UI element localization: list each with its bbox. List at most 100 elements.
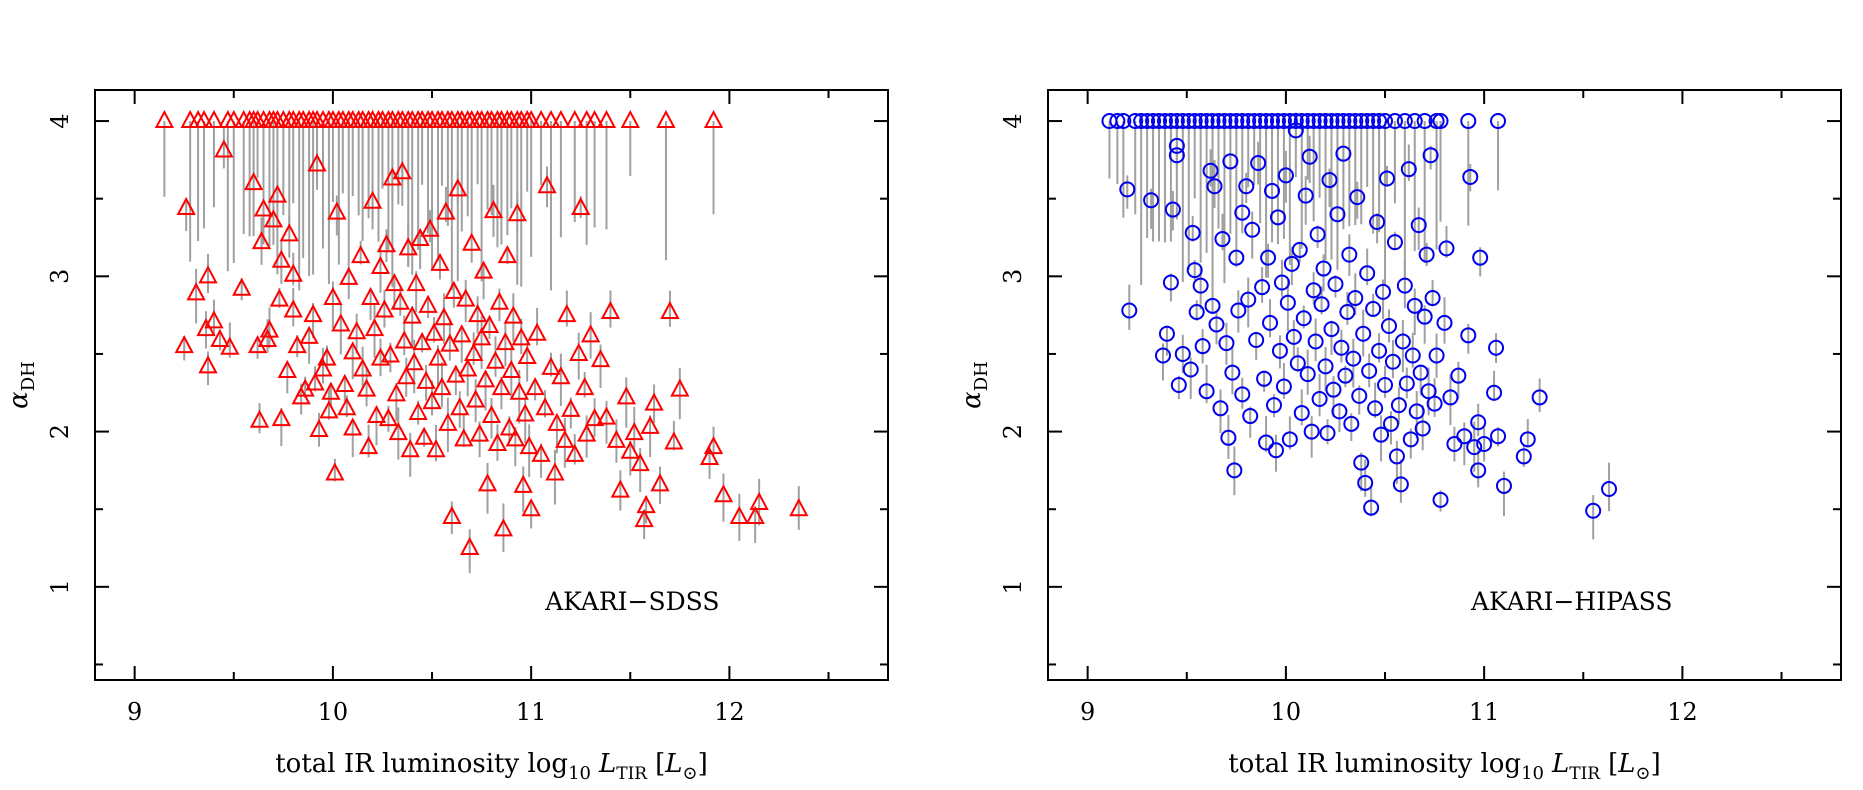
data-point [214,139,234,158]
data-point [1252,113,1269,130]
data-point [463,342,484,361]
data-point [1271,342,1288,359]
data-point [1291,241,1308,258]
y-tick-label: 1 [46,579,74,594]
data-point [1438,240,1455,257]
data-point [547,412,567,431]
data-point [224,109,244,129]
data-point [664,431,684,450]
data-point [1303,423,1320,440]
x-title-sun-sub: ⊙ [683,763,698,784]
data-point [414,426,434,445]
data-point [545,462,565,481]
data-point [232,277,252,296]
data-point [1293,404,1310,421]
data-point [303,304,323,323]
data-point [1289,355,1306,372]
plot-frame [1047,89,1842,681]
data-point [509,381,529,400]
data-point [176,196,196,215]
data-point [596,109,617,129]
data-point [1398,375,1415,392]
data-point [1186,113,1203,130]
data-point [434,307,454,326]
data-point [1198,383,1215,400]
data-point [1240,113,1257,130]
data-point [174,335,194,354]
data-point [1279,294,1296,311]
data-point [1337,367,1354,384]
data-point [440,333,460,352]
data-point [1238,178,1255,195]
data-point [491,376,512,396]
x-tick-label: 10 [318,698,349,726]
data-point [584,408,605,427]
data-point [703,435,724,455]
data-point [1198,113,1215,130]
data-point [1168,137,1185,154]
data-point [1377,377,1394,393]
y-title-alpha: α [4,391,34,409]
data-point [1416,308,1433,325]
data-point [1305,113,1322,130]
data-point [198,265,218,284]
data-point [1386,113,1403,130]
y-title-alpha: α [957,391,987,409]
data-point [321,381,341,400]
data-point [650,473,670,492]
data-point [1343,415,1360,432]
x-title-L: L [1551,749,1569,779]
data-point [1406,113,1423,130]
data-point [204,310,224,329]
data-point [1266,397,1283,414]
data-point [1121,302,1138,319]
data-point [386,383,407,402]
data-point [1194,338,1211,355]
data-point [1275,378,1292,395]
data-point [497,245,518,264]
data-point [1365,300,1382,317]
data-point [456,288,476,307]
data-point [551,366,571,385]
data-point [388,422,408,441]
y-tick-label: 2 [46,424,74,439]
data-point [1355,325,1372,342]
data-point [531,443,551,462]
y-tick-labels: 1 2 3 4 [46,113,74,594]
data-point [636,494,656,514]
data-point [1363,499,1380,516]
data-point [1143,192,1160,209]
x-title-L: L [598,749,616,779]
data-point [358,435,379,455]
data-point [424,322,444,341]
data-point [360,286,381,306]
data-point [432,376,452,396]
data-point [277,359,297,379]
data-point [1373,426,1390,443]
data-point [1442,389,1459,406]
data-point [565,443,585,462]
data-point [1275,113,1292,130]
x-title-sub2: TIR [616,764,648,784]
data-point [1228,249,1245,266]
data-point [1470,462,1487,479]
data-point [295,378,315,397]
data-point [186,282,206,301]
data-point [555,429,575,448]
data-point [1258,113,1275,130]
data-point [1323,321,1340,338]
data-point [1174,113,1191,130]
data-point [416,370,436,389]
data-point [1371,342,1388,359]
x-title-sub2: TIR [1569,764,1601,784]
x-title-sub1: 10 [1521,763,1544,784]
data-point [1349,189,1366,206]
data-point [1408,403,1425,420]
data-point [1174,345,1191,362]
data-point [378,408,399,427]
data-point [243,172,264,191]
data-point [1420,383,1437,400]
data-point [1186,262,1203,279]
data-point [356,378,377,397]
data-point [263,209,284,228]
